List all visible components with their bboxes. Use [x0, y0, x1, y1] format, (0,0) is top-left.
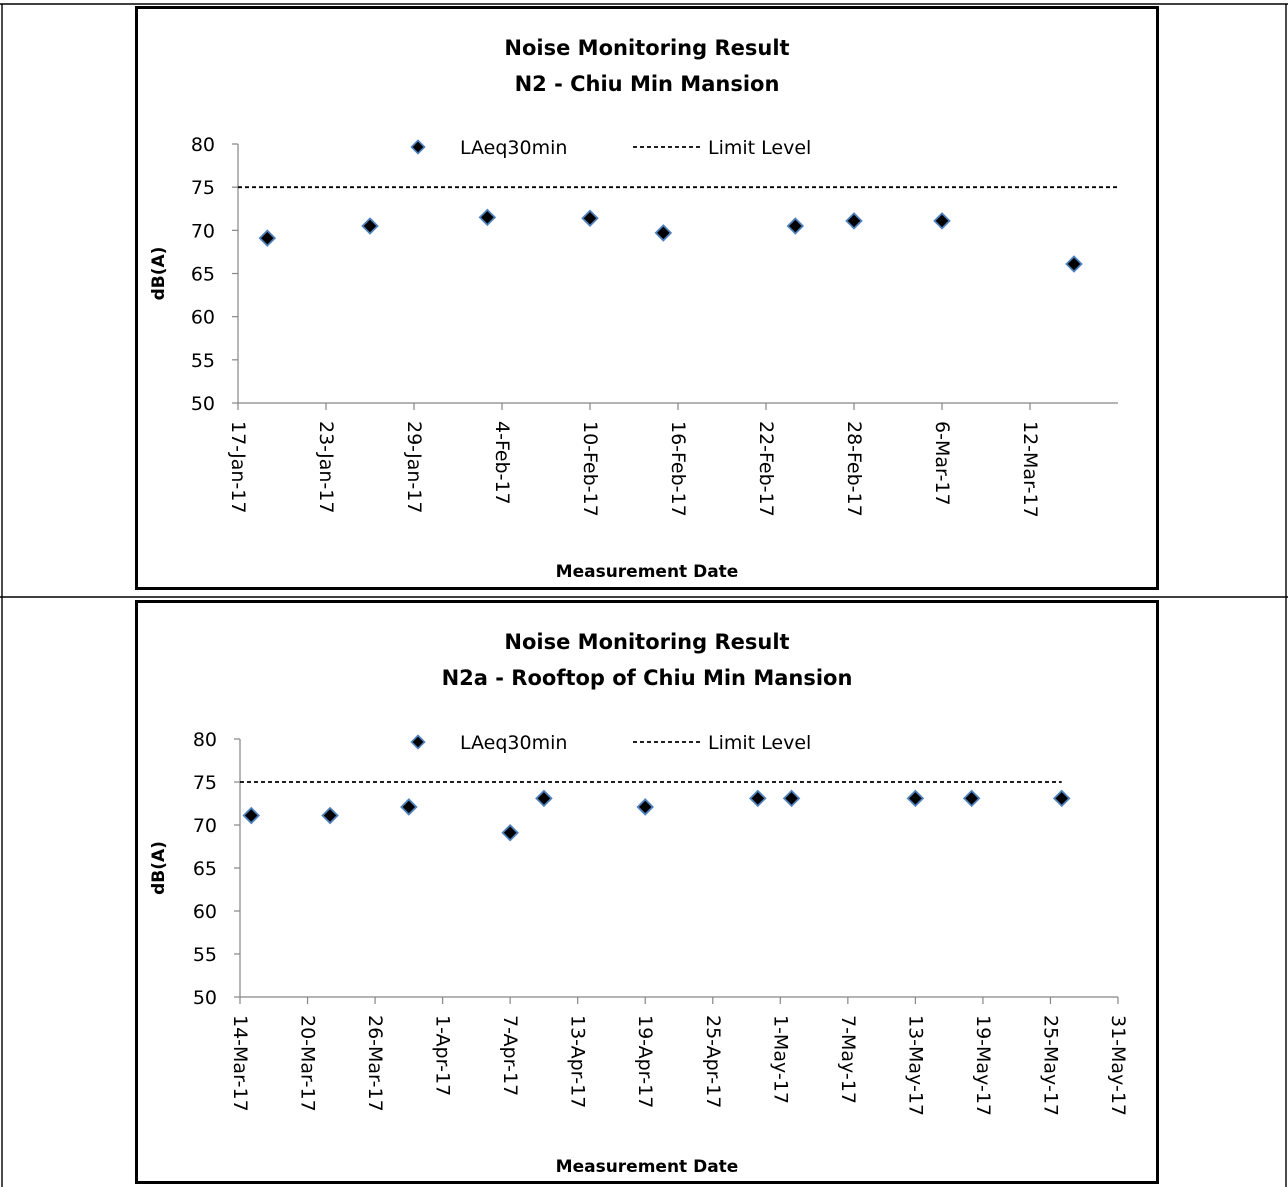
- chart-subtitle: N2a - Rooftop of Chiu Min Mansion: [442, 666, 853, 690]
- data-point-laeq30min: [654, 224, 673, 242]
- data-point-laeq30min: [782, 789, 801, 808]
- data-point-laeq30min: [786, 217, 805, 235]
- legend-label-laeq30min: LAeq30min: [460, 732, 567, 754]
- data-point-laeq30min: [242, 806, 261, 825]
- legend-label-laeq30min: LAeq30min: [460, 137, 567, 159]
- data-point-laeq30min: [361, 217, 379, 235]
- data-point-laeq30min: [962, 789, 981, 808]
- y-tick-label: 50: [191, 393, 215, 415]
- legend-marker-laeq30min: [410, 734, 426, 750]
- x-tick-label: 19-May-17: [972, 1015, 994, 1116]
- data-point-laeq30min: [400, 798, 418, 816]
- x-axis-title: Measurement Date: [556, 1157, 739, 1177]
- x-tick-label: 1-May-17: [769, 1015, 791, 1104]
- y-tick-label: 70: [193, 815, 217, 837]
- data-point-laeq30min: [636, 798, 655, 816]
- data-point-laeq30min: [321, 806, 339, 825]
- y-tick-label: 80: [193, 729, 217, 751]
- legend-label-limit-level: Limit Level: [708, 732, 811, 754]
- x-tick-label: 25-May-17: [1039, 1015, 1061, 1116]
- y-tick-label: 75: [193, 772, 217, 794]
- x-tick-label: 12-Mar-17: [1019, 421, 1041, 518]
- x-tick-label: 28-Feb-17: [843, 421, 865, 517]
- chart-subtitle: N2 - Chiu Min Mansion: [515, 72, 780, 96]
- data-point-laeq30min: [1052, 789, 1071, 808]
- data-point-laeq30min: [258, 229, 277, 247]
- y-axis-title: dB(A): [149, 247, 169, 301]
- y-tick-label: 55: [191, 350, 215, 372]
- chart-frame: [135, 600, 1159, 1184]
- y-tick-label: 80: [191, 134, 215, 156]
- x-tick-label: 16-Feb-17: [667, 421, 689, 517]
- x-tick-label: 10-Feb-17: [579, 421, 601, 517]
- document-table-grid: [0, 3, 1288, 1187]
- x-tick-label: 17-Jan-17: [227, 421, 249, 513]
- x-tick-label: 4-Feb-17: [491, 421, 513, 505]
- data-point-laeq30min: [581, 209, 599, 228]
- x-tick-label: 31-May-17: [1107, 1015, 1129, 1116]
- legend-marker-laeq30min: [410, 139, 426, 155]
- y-tick-label: 70: [191, 220, 215, 242]
- data-point-laeq30min: [535, 789, 553, 808]
- chart-frame: [135, 6, 1159, 590]
- x-tick-label: 23-Jan-17: [315, 421, 337, 513]
- y-tick-label: 75: [191, 177, 215, 199]
- y-tick-label: 65: [191, 264, 215, 286]
- data-point-laeq30min: [845, 212, 863, 230]
- chart-n2a: Noise Monitoring Result N2a - Rooftop of …: [135, 600, 1159, 1184]
- chart-n2: Noise Monitoring Result N2 - Chiu Min Man…: [135, 6, 1159, 590]
- x-tick-label: 14-Mar-17: [229, 1015, 251, 1112]
- data-point-laeq30min: [501, 823, 519, 842]
- x-tick-label: 1-Apr-17: [432, 1015, 454, 1096]
- legend-label-limit-level: Limit Level: [708, 137, 811, 159]
- x-tick-label: 29-Jan-17: [403, 421, 425, 513]
- y-tick-label: 65: [193, 858, 217, 880]
- x-tick-label: 7-May-17: [837, 1015, 859, 1104]
- chart-title: Noise Monitoring Result: [504, 36, 789, 60]
- x-tick-label: 6-Mar-17: [931, 421, 953, 506]
- y-tick-label: 60: [193, 901, 217, 923]
- data-point-laeq30min: [933, 212, 951, 230]
- data-point-laeq30min: [478, 208, 497, 227]
- x-tick-label: 20-Mar-17: [297, 1015, 319, 1112]
- x-tick-label: 13-May-17: [904, 1015, 926, 1116]
- x-axis-title: Measurement Date: [556, 562, 739, 582]
- x-tick-label: 26-Mar-17: [364, 1015, 386, 1112]
- x-tick-label: 13-Apr-17: [567, 1015, 589, 1108]
- y-tick-label: 50: [193, 987, 217, 1009]
- x-tick-label: 19-Apr-17: [634, 1015, 656, 1108]
- chart-title: Noise Monitoring Result: [504, 630, 789, 654]
- x-tick-label: 25-Apr-17: [702, 1015, 724, 1108]
- x-tick-label: 22-Feb-17: [755, 421, 777, 517]
- data-point-laeq30min: [1065, 255, 1083, 273]
- y-tick-label: 60: [191, 307, 215, 329]
- y-tick-label: 55: [193, 944, 217, 966]
- x-tick-label: 7-Apr-17: [499, 1015, 521, 1096]
- data-point-laeq30min: [749, 789, 767, 808]
- y-axis-title: dB(A): [149, 841, 169, 895]
- data-point-laeq30min: [906, 789, 925, 808]
